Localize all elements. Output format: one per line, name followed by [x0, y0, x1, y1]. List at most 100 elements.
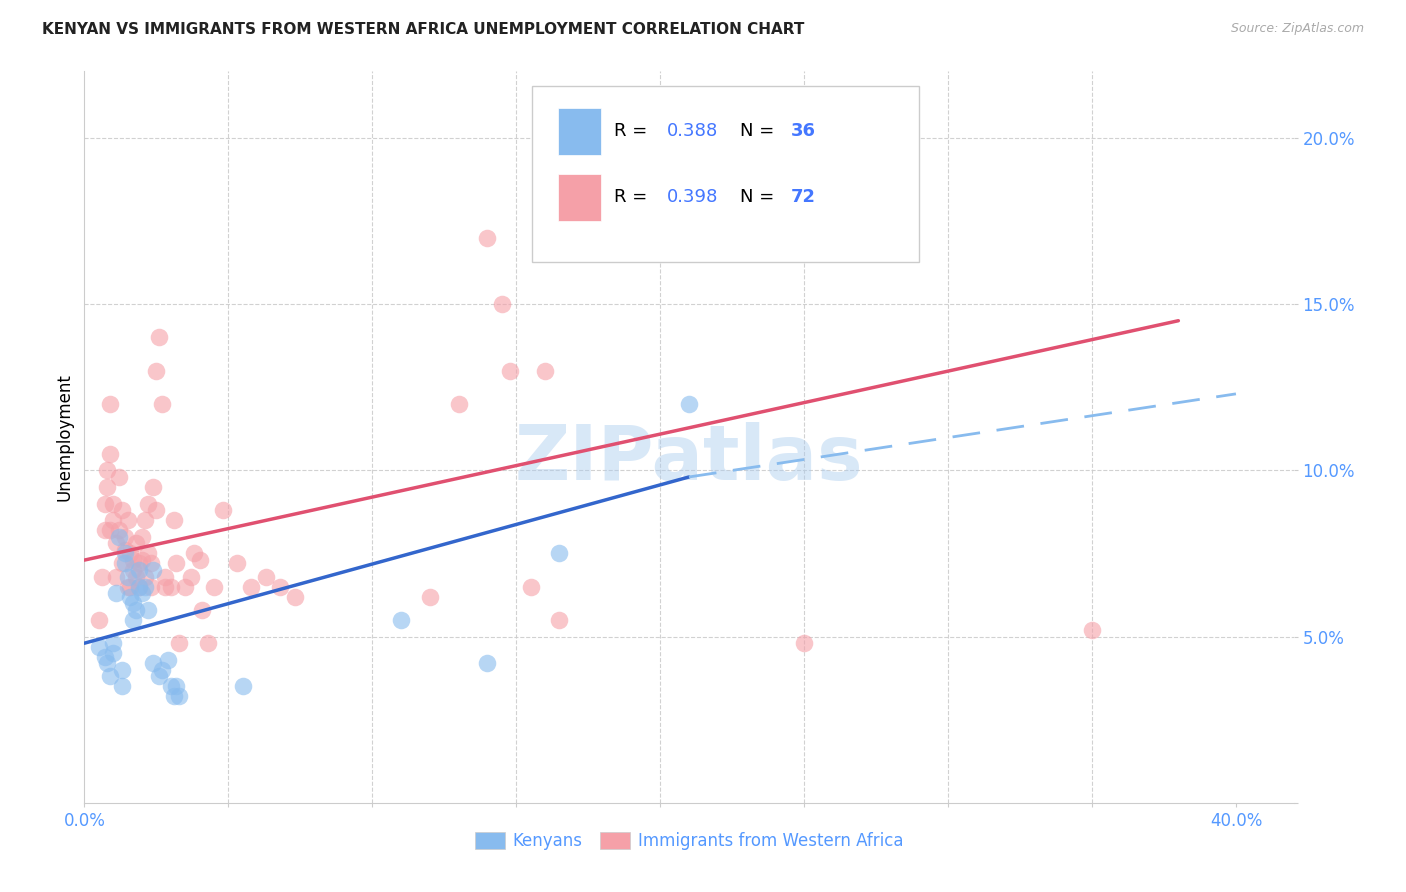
Point	[93, 649, 115, 664]
Point	[156, 653, 179, 667]
Point	[202, 580, 225, 594]
Point	[793, 636, 815, 650]
Point	[232, 680, 254, 694]
Text: 0.388: 0.388	[668, 122, 718, 140]
Point	[122, 596, 145, 610]
Point	[180, 570, 202, 584]
Point	[226, 557, 249, 571]
Text: 72: 72	[790, 188, 815, 206]
Point	[122, 613, 145, 627]
FancyBboxPatch shape	[558, 108, 600, 155]
Point	[98, 397, 121, 411]
Point	[128, 580, 150, 594]
Point	[254, 570, 277, 584]
Point	[128, 580, 150, 594]
Point	[166, 557, 188, 571]
Point	[131, 586, 153, 600]
Point	[145, 503, 167, 517]
Point	[93, 497, 115, 511]
Point	[114, 546, 136, 560]
Point	[269, 580, 291, 594]
Point	[125, 570, 148, 584]
Text: N =: N =	[740, 188, 780, 206]
Text: Source: ZipAtlas.com: Source: ZipAtlas.com	[1230, 22, 1364, 36]
Point	[125, 536, 148, 550]
Point	[153, 570, 176, 584]
Point	[122, 553, 145, 567]
Point	[166, 680, 188, 694]
Point	[1081, 623, 1104, 637]
Legend: Kenyans, Immigrants from Western Africa: Kenyans, Immigrants from Western Africa	[468, 825, 910, 856]
Point	[678, 397, 700, 411]
Point	[197, 636, 219, 650]
Point	[142, 563, 165, 577]
Point	[122, 563, 145, 577]
Point	[150, 663, 173, 677]
Point	[162, 690, 184, 704]
Point	[108, 523, 131, 537]
Point	[139, 580, 162, 594]
Point	[148, 330, 170, 344]
Point	[128, 557, 150, 571]
Point	[548, 613, 571, 627]
Point	[111, 663, 134, 677]
Point	[114, 543, 136, 558]
Text: 36: 36	[790, 122, 815, 140]
Point	[211, 503, 233, 517]
Point	[87, 640, 110, 654]
Point	[120, 590, 142, 604]
Point	[96, 463, 118, 477]
Point	[191, 603, 214, 617]
Point	[183, 546, 205, 560]
Point	[105, 586, 128, 600]
Point	[134, 580, 156, 594]
Point	[150, 397, 173, 411]
Point	[477, 230, 499, 244]
Point	[101, 497, 124, 511]
Point	[419, 590, 441, 604]
Point	[131, 553, 153, 567]
Point	[105, 536, 128, 550]
Point	[142, 480, 165, 494]
Y-axis label: Unemployment: Unemployment	[55, 373, 73, 501]
FancyBboxPatch shape	[558, 174, 600, 221]
Point	[477, 656, 499, 670]
Point	[534, 363, 557, 377]
Point	[98, 447, 121, 461]
Text: ZIPatlas: ZIPatlas	[515, 422, 863, 496]
Point	[117, 513, 139, 527]
Point	[114, 530, 136, 544]
Text: R =: R =	[614, 122, 652, 140]
Point	[96, 656, 118, 670]
Point	[145, 363, 167, 377]
Point	[134, 570, 156, 584]
Point	[96, 480, 118, 494]
Point	[159, 680, 181, 694]
Point	[101, 646, 124, 660]
Point	[98, 523, 121, 537]
Point	[108, 470, 131, 484]
Point	[134, 513, 156, 527]
Point	[240, 580, 263, 594]
Text: R =: R =	[614, 188, 652, 206]
Point	[98, 669, 121, 683]
Point	[491, 297, 513, 311]
FancyBboxPatch shape	[531, 86, 918, 261]
Point	[125, 603, 148, 617]
Point	[101, 636, 124, 650]
Point	[114, 557, 136, 571]
Point	[548, 546, 571, 560]
Point	[105, 570, 128, 584]
Point	[153, 580, 176, 594]
Point	[519, 580, 541, 594]
Point	[120, 546, 142, 560]
Point	[87, 613, 110, 627]
Point	[162, 513, 184, 527]
Point	[159, 580, 181, 594]
Point	[101, 513, 124, 527]
Point	[447, 397, 470, 411]
Point	[111, 557, 134, 571]
Point	[142, 656, 165, 670]
Text: 0.398: 0.398	[668, 188, 718, 206]
Point	[169, 636, 191, 650]
